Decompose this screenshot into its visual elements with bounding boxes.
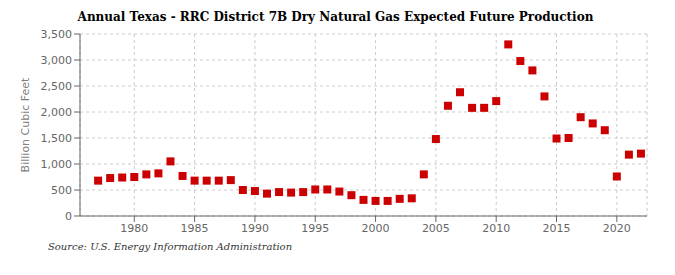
html-text:Annual Texas - RRC District 7B: Annual Texas - RRC District 7B Dry Natur… xyxy=(77,10,594,24)
svg-text:Billion Cubic Feet: Billion Cubic Feet xyxy=(19,77,32,172)
svg-text:3,500: 3,500 xyxy=(41,28,73,41)
svg-text:1985: 1985 xyxy=(181,222,209,235)
svg-text:2020: 2020 xyxy=(603,222,631,235)
svg-text:3,000: 3,000 xyxy=(41,54,73,67)
svg-text:2000: 2000 xyxy=(362,222,390,235)
svg-text:1,000: 1,000 xyxy=(41,158,73,171)
svg-text:1,500: 1,500 xyxy=(41,132,73,145)
svg-text:1990: 1990 xyxy=(241,222,269,235)
svg-text:2,500: 2,500 xyxy=(41,80,73,93)
svg-text:500: 500 xyxy=(51,184,72,197)
svg-text:2,000: 2,000 xyxy=(41,106,73,119)
svg-text:2010: 2010 xyxy=(482,222,510,235)
svg-text:0: 0 xyxy=(65,210,72,223)
svg-text:1980: 1980 xyxy=(120,222,148,235)
html-text:Source: U.S. Energy Informatio: Source: U.S. Energy Information Administ… xyxy=(48,241,293,252)
svg-text:2005: 2005 xyxy=(422,222,450,235)
svg-text:1995: 1995 xyxy=(301,222,329,235)
svg-text:2015: 2015 xyxy=(543,222,571,235)
